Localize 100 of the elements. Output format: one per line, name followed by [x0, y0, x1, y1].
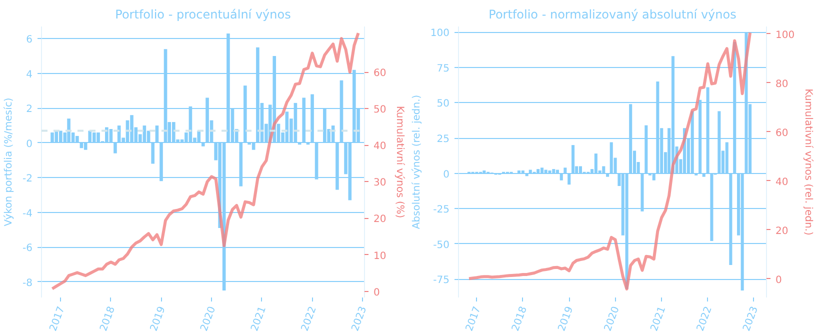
- bar: [644, 125, 648, 174]
- line-series: [468, 31, 752, 290]
- bar: [602, 166, 606, 174]
- bar: [606, 173, 610, 177]
- bar: [54, 130, 58, 143]
- y-tick-label: -25: [433, 204, 450, 216]
- y-tick-label: -2: [22, 174, 33, 185]
- bar: [560, 173, 563, 180]
- bar: [314, 142, 318, 180]
- y-axis-title: Výkon portfolia (%/mesíc): [4, 98, 15, 226]
- bar: [564, 168, 567, 174]
- bar: [130, 115, 134, 143]
- bar: [640, 173, 644, 212]
- bar: [552, 169, 556, 174]
- y2-tick-label: 80: [776, 78, 788, 90]
- bar: [594, 154, 598, 174]
- bar: [252, 142, 256, 150]
- bar: [656, 82, 660, 174]
- y-tick-label: 100: [430, 28, 450, 40]
- bar: [610, 142, 613, 174]
- bar: [142, 126, 146, 143]
- y-tick-label: -8: [22, 278, 33, 289]
- y2-axis-title: Kumulativní výnos (rel. jedn.): [802, 88, 814, 236]
- x-tick-label: 2021: [249, 305, 269, 333]
- bar: [109, 128, 113, 143]
- x-tick-label: 2023: [350, 305, 370, 333]
- bar: [201, 142, 205, 146]
- bar: [578, 166, 582, 174]
- x-tick-label: 2023: [741, 305, 761, 333]
- bar: [652, 173, 656, 180]
- y2-tick-label: 20: [776, 226, 788, 237]
- y2-tick-label: 10: [374, 250, 386, 262]
- chart-title: Portfolio - normalizovaný absolutní výnos: [488, 8, 736, 22]
- bar: [521, 170, 524, 174]
- bar: [239, 142, 243, 186]
- x-tick-label: 2017: [48, 305, 68, 333]
- y-tick-label: -50: [433, 240, 450, 251]
- bar: [172, 122, 176, 143]
- x-tick-label: 2021: [649, 305, 668, 333]
- bar: [568, 173, 571, 185]
- bar: [96, 132, 100, 143]
- y2-tick-label: 0: [776, 274, 782, 286]
- bar: [690, 111, 694, 174]
- bar: [76, 136, 79, 143]
- y-tick-label: -6: [22, 243, 33, 254]
- y-tick-label: 0: [443, 169, 450, 180]
- x-tick-label: 2020: [199, 305, 218, 333]
- bar: [572, 145, 575, 174]
- y2-tick-label: 40: [374, 141, 386, 152]
- y2-tick-label: 60: [374, 68, 386, 80]
- x-tick-label: 2019: [148, 305, 168, 333]
- y2-tick-label: 50: [374, 104, 386, 116]
- bar: [629, 104, 632, 174]
- x-tick-label: 2022: [300, 305, 319, 333]
- bar: [155, 126, 159, 143]
- y2-tick-label: 20: [374, 214, 386, 226]
- bar: [718, 111, 721, 174]
- bar: [698, 100, 702, 174]
- bar: [702, 173, 706, 177]
- y2-axis-title: Kumulativní výnos (%): [394, 106, 406, 218]
- bar: [206, 98, 209, 143]
- bar: [244, 86, 247, 143]
- bar: [151, 142, 154, 164]
- bar: [323, 108, 326, 143]
- bar: [67, 118, 70, 143]
- bar: [348, 142, 352, 200]
- x-tick-label: 2018: [510, 305, 530, 333]
- y-tick-label: 0: [26, 138, 33, 150]
- line-series: [50, 32, 360, 290]
- y-tick-label: 6: [26, 34, 33, 46]
- y-tick-label: 50: [436, 98, 450, 110]
- bar: [729, 173, 732, 266]
- y-axis-title: Absolutní výnos (rel. jedn.): [411, 94, 422, 230]
- bar: [544, 170, 548, 174]
- x-tick-label: 2019: [556, 305, 576, 333]
- bar: [302, 98, 306, 143]
- x-tick-label: 2022: [695, 305, 714, 333]
- bar: [548, 170, 552, 174]
- bar: [336, 142, 339, 190]
- x-tick-label: 2020: [602, 305, 622, 333]
- bar: [482, 170, 486, 174]
- bar: [50, 132, 54, 143]
- bar: [88, 130, 92, 143]
- bar: [310, 94, 314, 143]
- x-tick-label: 2018: [98, 305, 118, 333]
- bar: [536, 169, 540, 174]
- bar: [114, 142, 117, 154]
- y2-tick-label: 60: [776, 128, 788, 139]
- bar: [197, 130, 201, 143]
- y-tick-label: 4: [26, 69, 33, 80]
- bar: [556, 170, 559, 174]
- bar: [528, 170, 532, 174]
- bar: [671, 56, 675, 174]
- bar: [517, 170, 521, 174]
- bar: [725, 142, 728, 174]
- bar: [710, 173, 714, 242]
- y2-tick-label: 40: [776, 176, 788, 188]
- y-tick-label: 2: [26, 104, 33, 116]
- bar: [540, 168, 544, 174]
- y-tick-label: 75: [436, 63, 450, 74]
